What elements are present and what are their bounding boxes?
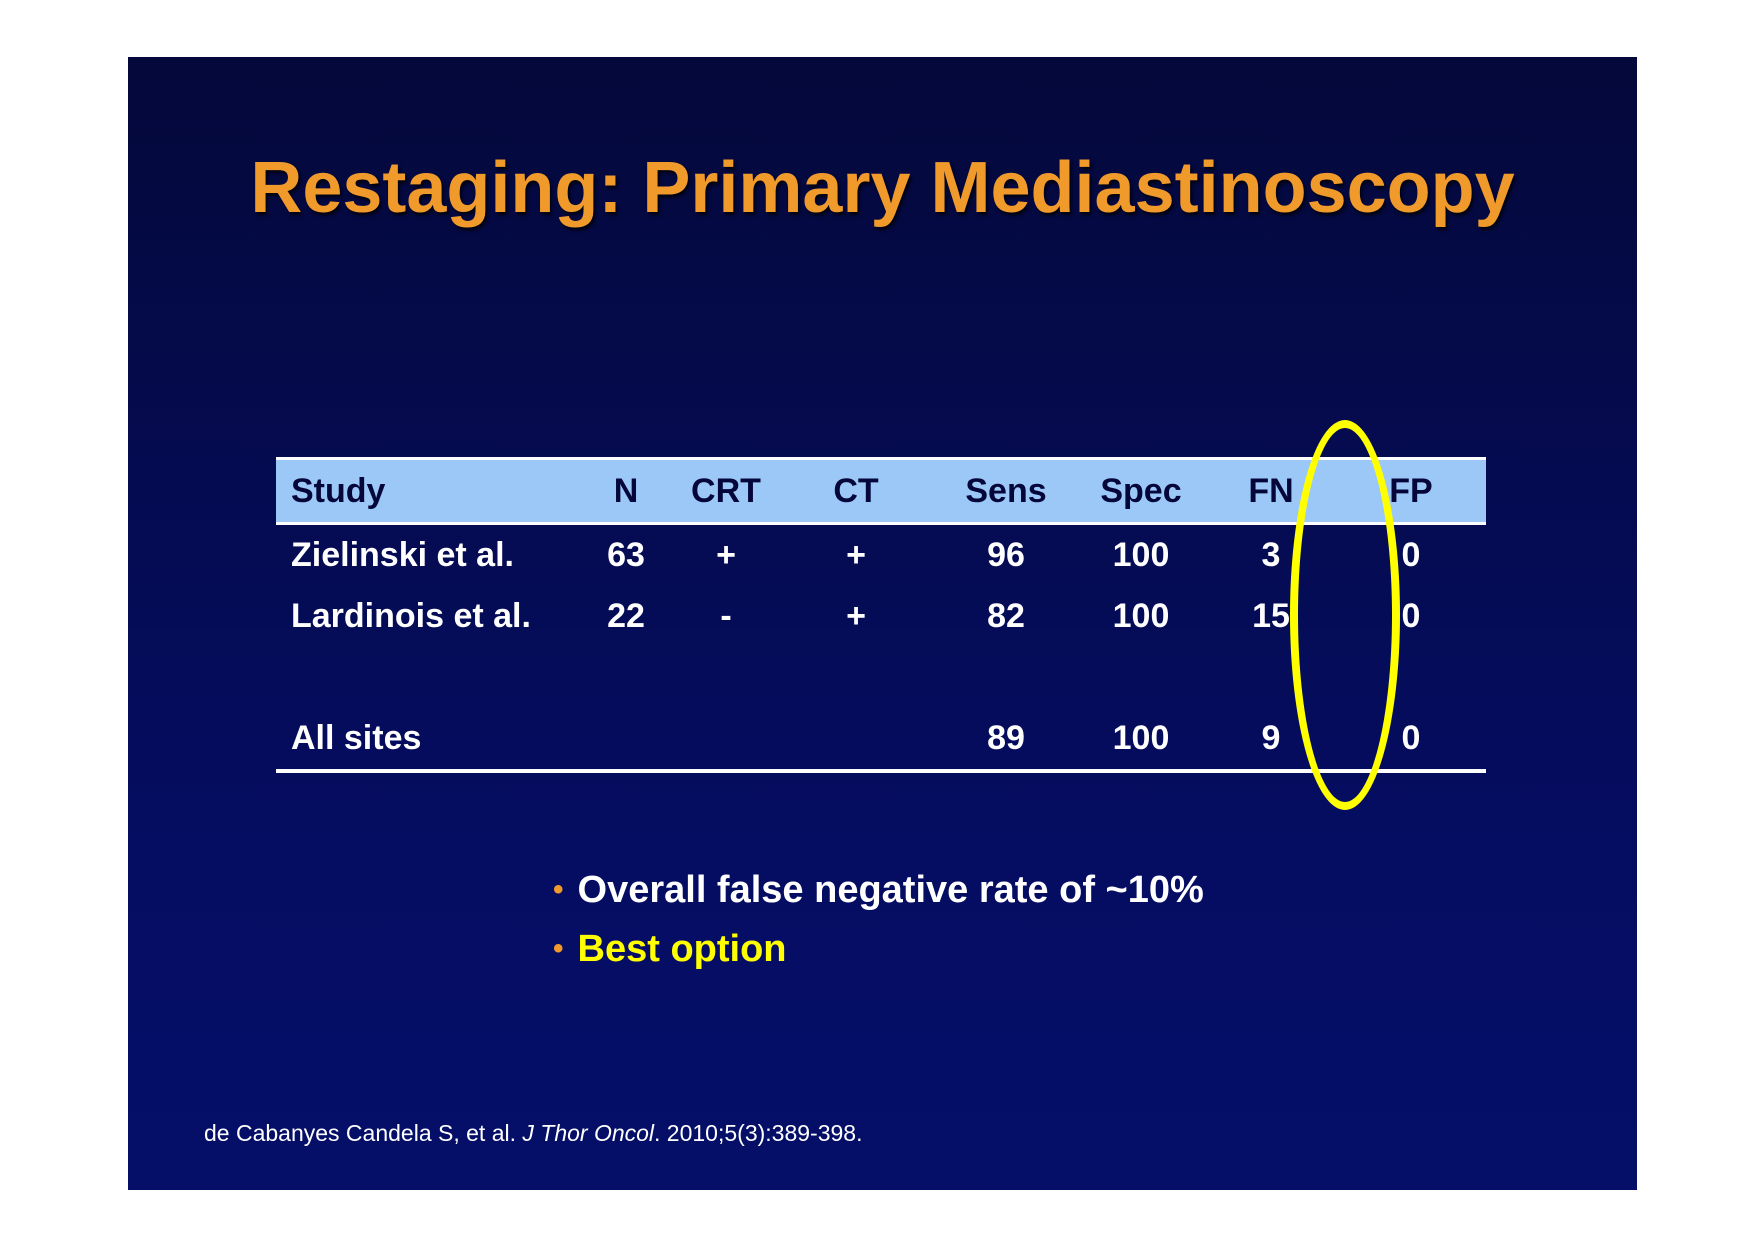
table-header-row: Study N CRT CT Sens Spec FN FP bbox=[276, 457, 1486, 525]
cell-n: 22 bbox=[607, 597, 645, 635]
table-spacer-row bbox=[276, 647, 1486, 708]
spacer-cell bbox=[276, 647, 1486, 708]
bullet-text: Overall false negative rate of ~10% bbox=[577, 869, 1204, 911]
bullet-marker: • bbox=[553, 873, 564, 906]
cell-sens: 96 bbox=[987, 536, 1025, 574]
cell-sens: 89 bbox=[936, 708, 1076, 773]
cell-spec: 100 bbox=[1112, 536, 1170, 574]
table-total-row: All sites 89 100 9 0 bbox=[276, 708, 1486, 773]
cell-n: 63 bbox=[607, 536, 645, 574]
header-crt: CRT bbox=[676, 457, 776, 525]
cell-fn: 3 bbox=[1261, 536, 1281, 574]
cell-sens: 82 bbox=[987, 597, 1025, 635]
cell-fp: 0 bbox=[1336, 708, 1486, 773]
slide: Restaging: Primary Mediastinoscopy Study… bbox=[128, 57, 1637, 1190]
cell-crt: + bbox=[716, 536, 736, 574]
results-table: Study N CRT CT Sens Spec FN FP Zielinski… bbox=[276, 457, 1486, 773]
table-row: Zielinski et al. 63 + + 96 100 3 0 bbox=[276, 524, 1486, 587]
bullet-list: • Overall false negative rate of ~10% • Be… bbox=[553, 862, 1204, 980]
cell-fp: 0 bbox=[1401, 597, 1421, 635]
header-n: N bbox=[576, 457, 676, 525]
cell-fp: 0 bbox=[1401, 536, 1421, 574]
cell-spec: 100 bbox=[1076, 708, 1206, 773]
citation-journal: J Thor Oncol bbox=[522, 1120, 655, 1146]
cell-ct: + bbox=[846, 597, 866, 635]
table-row: Lardinois et al. 22 - + 82 100 15 0 bbox=[276, 586, 1486, 647]
header-fn: FN bbox=[1206, 457, 1336, 525]
cell-ct: + bbox=[846, 536, 866, 574]
slide-title: Restaging: Primary Mediastinoscopy bbox=[250, 148, 1515, 228]
results-table-container: Study N CRT CT Sens Spec FN FP Zielinski… bbox=[276, 457, 1486, 773]
cell-crt bbox=[676, 708, 776, 773]
header-spec: Spec bbox=[1076, 457, 1206, 525]
cell-study: Zielinski et al. bbox=[291, 536, 514, 574]
header-fp: FP bbox=[1336, 457, 1486, 525]
citation-authors: de Cabanyes Candela S, et al. bbox=[204, 1120, 516, 1146]
citation-details: . 2010;5(3):389-398. bbox=[654, 1120, 863, 1146]
header-study: Study bbox=[276, 457, 576, 525]
cell-crt: - bbox=[720, 597, 732, 635]
header-ct: CT bbox=[776, 457, 936, 525]
cell-fn: 15 bbox=[1252, 597, 1290, 635]
bullet-item: • Overall false negative rate of ~10% bbox=[553, 862, 1204, 921]
cell-n bbox=[576, 708, 676, 773]
bullet-marker: • bbox=[553, 932, 564, 965]
cell-ct bbox=[776, 708, 936, 773]
cell-spec: 100 bbox=[1112, 597, 1170, 635]
header-sens: Sens bbox=[936, 457, 1076, 525]
bullet-item: • Best option bbox=[553, 921, 1204, 980]
cell-study: Lardinois et al. bbox=[291, 597, 531, 635]
cell-study: All sites bbox=[276, 708, 576, 773]
bullet-text: Best option bbox=[577, 928, 787, 970]
citation: de Cabanyes Candela S, et al. J Thor Onc… bbox=[204, 1120, 862, 1147]
cell-fn: 9 bbox=[1206, 708, 1336, 773]
